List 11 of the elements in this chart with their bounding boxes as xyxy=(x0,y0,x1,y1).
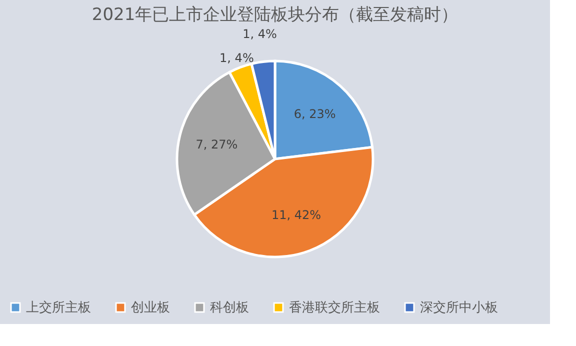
legend-label: 创业板 xyxy=(131,300,170,316)
data-label: 1, 4% xyxy=(242,26,277,41)
data-label: 6, 23% xyxy=(294,107,336,122)
legend-label: 上交所主板 xyxy=(26,300,91,316)
data-label: 11, 42% xyxy=(271,208,322,222)
data-label: 7, 27% xyxy=(196,138,238,152)
legend-label: 科创板 xyxy=(210,300,249,316)
legend-label: 香港联交所主板 xyxy=(289,300,380,316)
chart-title: 2021年已上市企业登陆板块分布（截至发稿时） xyxy=(92,4,458,25)
legend-label: 深交所中小板 xyxy=(420,300,498,316)
data-label: 1, 4% xyxy=(220,51,254,66)
